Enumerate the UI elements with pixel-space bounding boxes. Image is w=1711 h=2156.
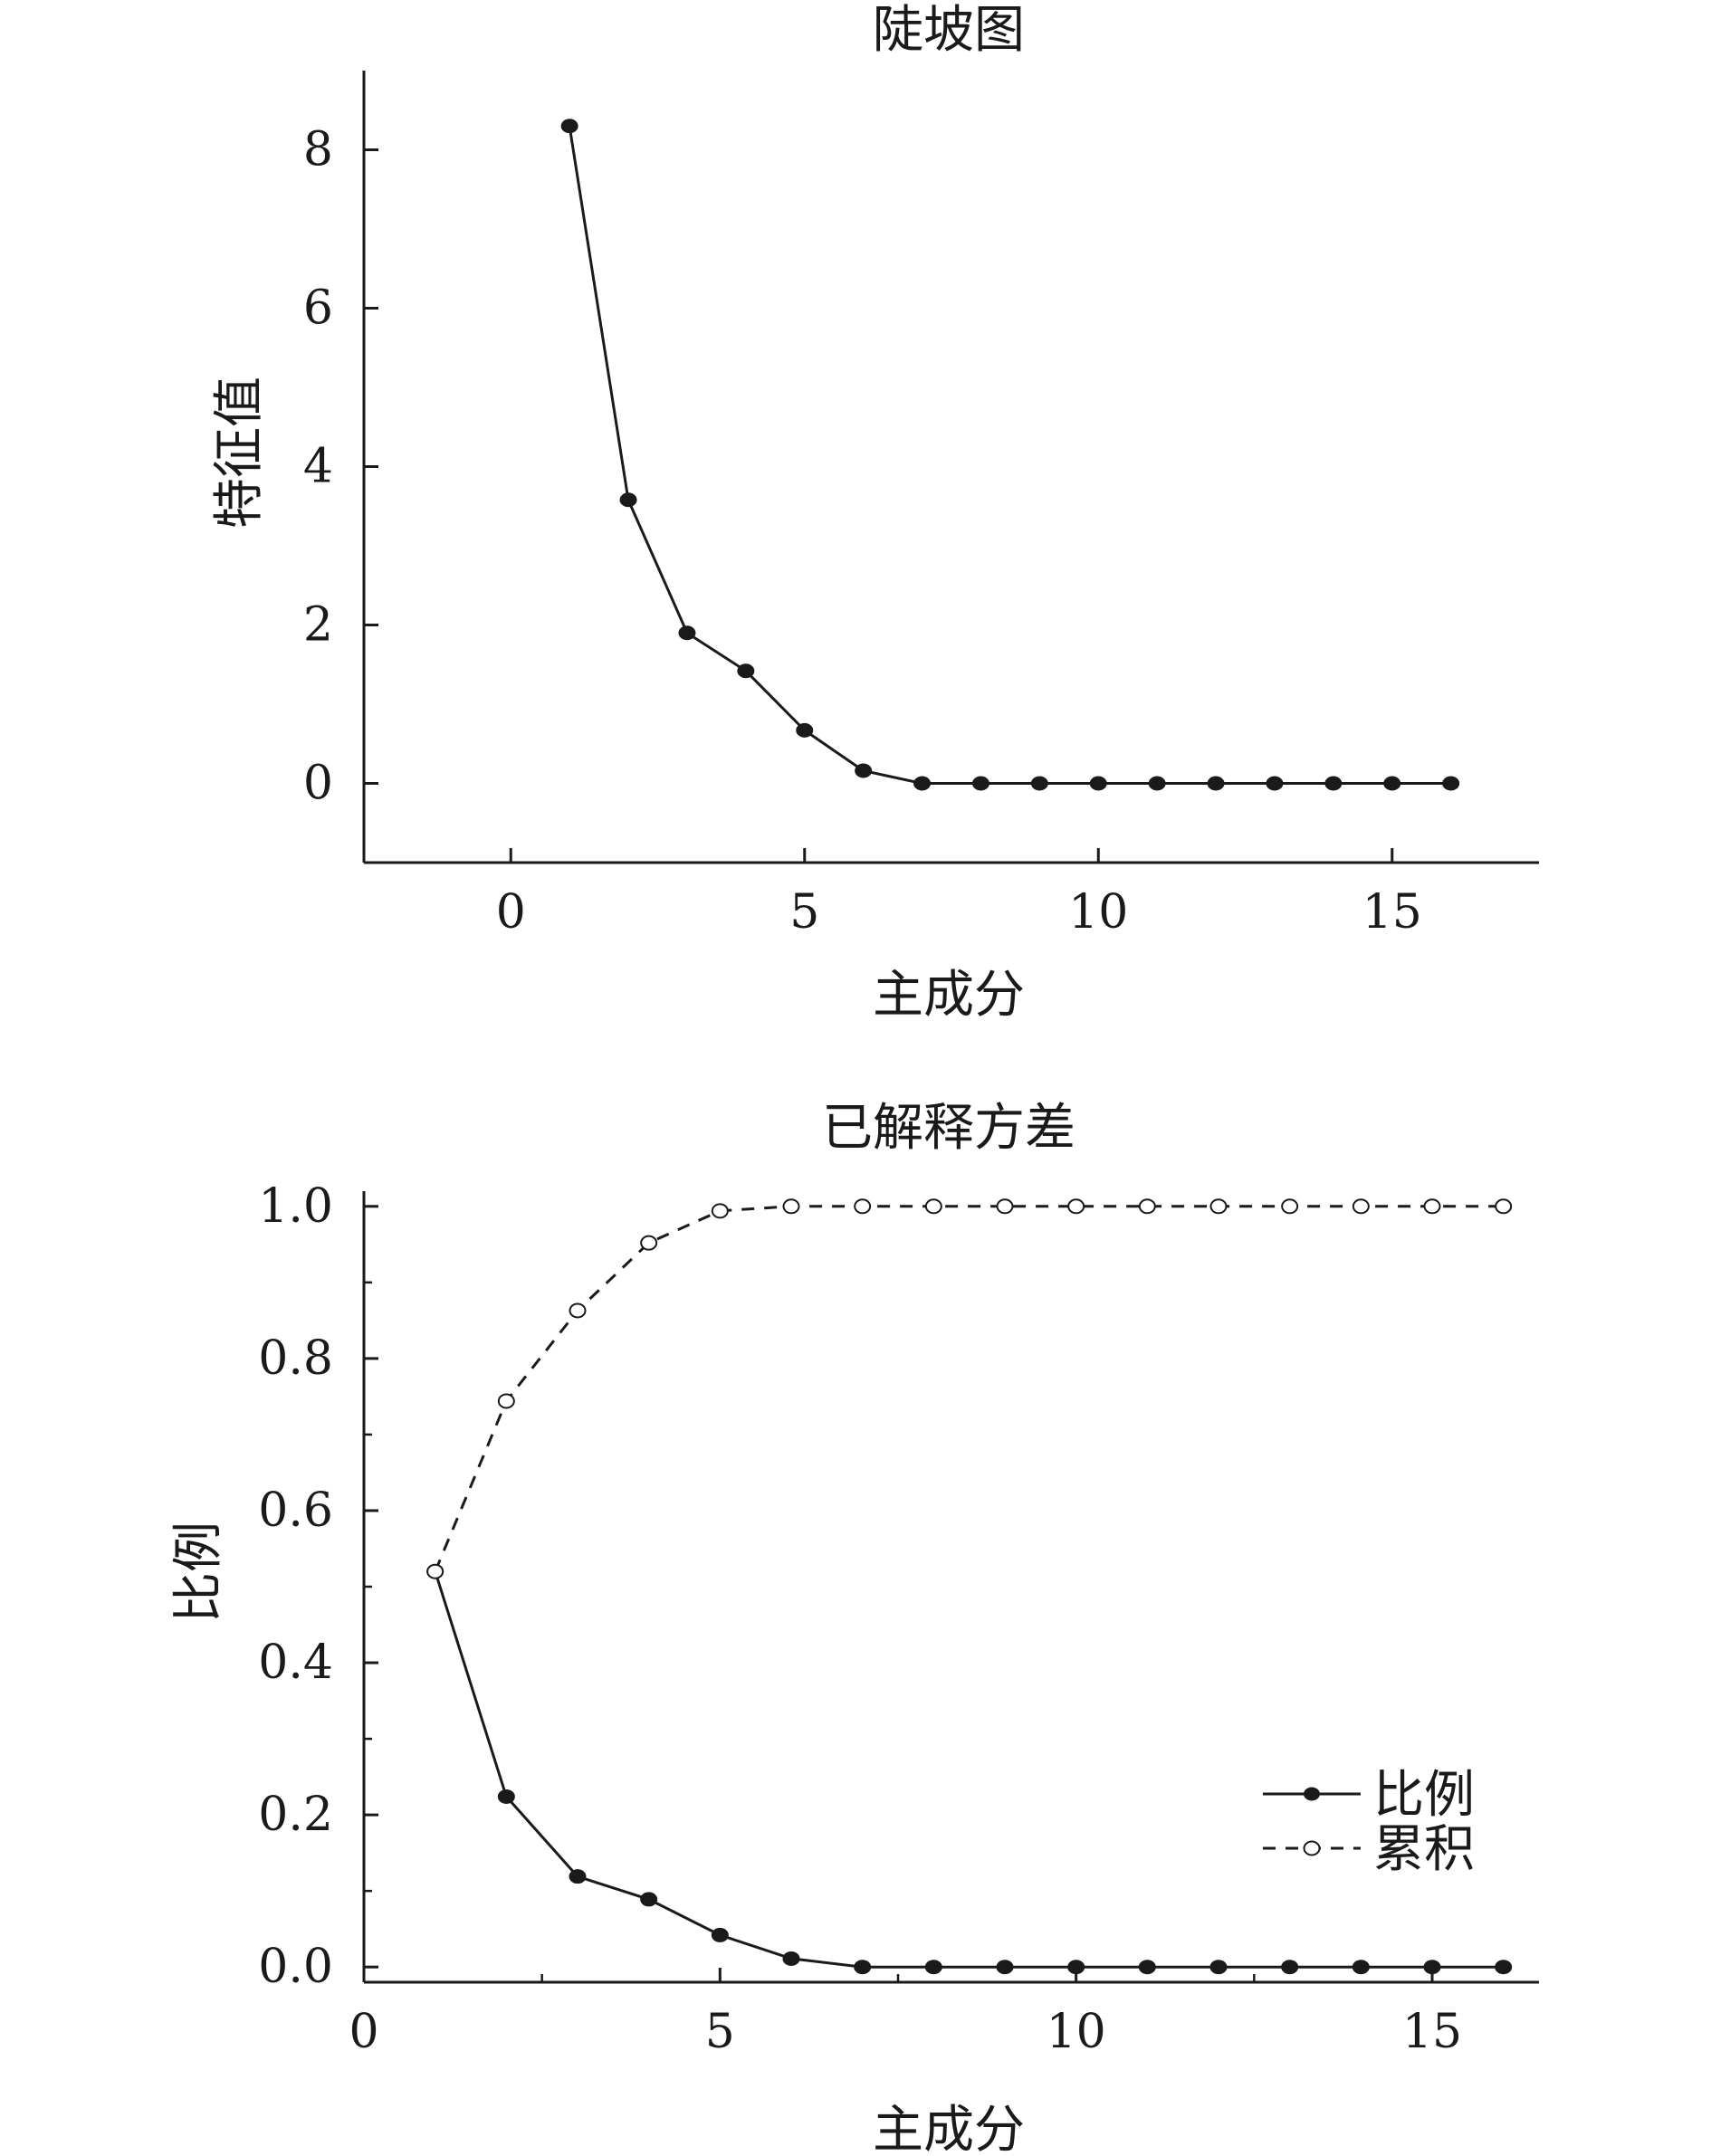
legend-marker <box>1304 1787 1320 1801</box>
data-point <box>924 1960 942 1975</box>
y-tick-label: 0.4 <box>258 1636 333 1690</box>
data-point <box>678 625 696 641</box>
data-point <box>971 776 989 791</box>
data-point <box>996 1198 1014 1215</box>
data-point <box>1495 1198 1513 1215</box>
explained-variance-plot: 已解释方差 比例 主成分 0 5 10 150.00.20.40.60.81.0比例累… <box>169 1099 1539 2156</box>
data-point <box>913 776 932 791</box>
chart-title: 陡坡图 <box>873 1 1025 60</box>
x-tick-label: 5 <box>789 885 819 940</box>
data-point <box>497 1393 515 1409</box>
data-point <box>1352 1198 1370 1215</box>
x-tick-label: 15 <box>1362 885 1422 940</box>
data-point <box>426 1563 444 1579</box>
data-point <box>1148 776 1166 791</box>
y-axis-title: 比例 <box>169 1522 228 1623</box>
data-point <box>782 1951 800 1966</box>
data-point <box>854 1198 872 1215</box>
data-point <box>640 1235 658 1251</box>
data-point <box>737 663 755 679</box>
x-tick-label: 10 <box>1047 2005 1106 2059</box>
y-tick-label: 6 <box>303 281 333 336</box>
data-point <box>1423 1960 1441 1975</box>
legend-marker <box>1303 1840 1321 1856</box>
data-point <box>560 119 578 134</box>
data-point <box>924 1198 942 1215</box>
data-point <box>1207 776 1225 791</box>
y-tick-label: 1.0 <box>258 1179 333 1234</box>
legend-label: 累积 <box>1373 1820 1475 1879</box>
x-axis-title: 主成分 <box>873 966 1025 1025</box>
data-point <box>1266 776 1284 791</box>
y-tick-label: 0.2 <box>258 1788 333 1842</box>
data-point <box>1352 1960 1370 1975</box>
data-point <box>1324 776 1343 791</box>
data-point <box>1089 776 1107 791</box>
x-tick-label: 10 <box>1068 885 1128 940</box>
data-point <box>640 1892 658 1907</box>
data-point <box>1442 776 1460 791</box>
chart-title: 已解释方差 <box>822 1099 1075 1158</box>
data-point <box>619 492 637 508</box>
data-point <box>569 1302 587 1319</box>
data-point <box>711 1203 729 1219</box>
legend-label: 比例 <box>1373 1766 1475 1825</box>
data-point <box>1138 1198 1156 1215</box>
y-tick-label: 0.8 <box>258 1331 333 1386</box>
data-point <box>1423 1198 1441 1215</box>
x-tick-label: 0 <box>496 885 526 940</box>
data-point <box>996 1960 1014 1975</box>
y-tick-label: 0 <box>303 757 333 811</box>
data-point <box>1383 776 1401 791</box>
series-line <box>434 1205 1504 1572</box>
x-tick-label: 15 <box>1402 2005 1462 2059</box>
data-point <box>1209 1960 1228 1975</box>
data-point <box>782 1198 800 1215</box>
data-point <box>1209 1198 1228 1215</box>
data-point <box>1281 1198 1299 1215</box>
data-point <box>855 763 873 778</box>
series-line <box>568 126 1451 785</box>
data-point <box>1138 1960 1156 1975</box>
data-point <box>711 1927 729 1942</box>
data-point <box>1281 1960 1299 1975</box>
data-point <box>497 1789 515 1804</box>
data-point <box>854 1960 872 1975</box>
series-line <box>434 1570 1504 1969</box>
data-point <box>796 722 814 738</box>
y-tick-label: 2 <box>303 598 333 653</box>
data-point <box>1030 776 1048 791</box>
data-point <box>1067 1960 1085 1975</box>
y-tick-label: 0.0 <box>258 1940 333 1994</box>
x-tick-label: 0 <box>349 2005 378 2059</box>
data-point <box>1495 1960 1513 1975</box>
data-point <box>1067 1198 1085 1215</box>
x-tick-label: 5 <box>705 2005 735 2059</box>
x-axis-title: 主成分 <box>873 2101 1025 2156</box>
y-tick-label: 4 <box>303 440 333 494</box>
scree-plot: 陡坡图 特征值 主成分 0 5 10 15 0 2 4 6 8 <box>210 1 1539 1025</box>
y-axis-title: 特征值 <box>210 377 269 529</box>
y-tick-label: 0.6 <box>258 1483 333 1538</box>
y-tick-label: 8 <box>303 123 333 177</box>
data-point <box>569 1869 587 1884</box>
